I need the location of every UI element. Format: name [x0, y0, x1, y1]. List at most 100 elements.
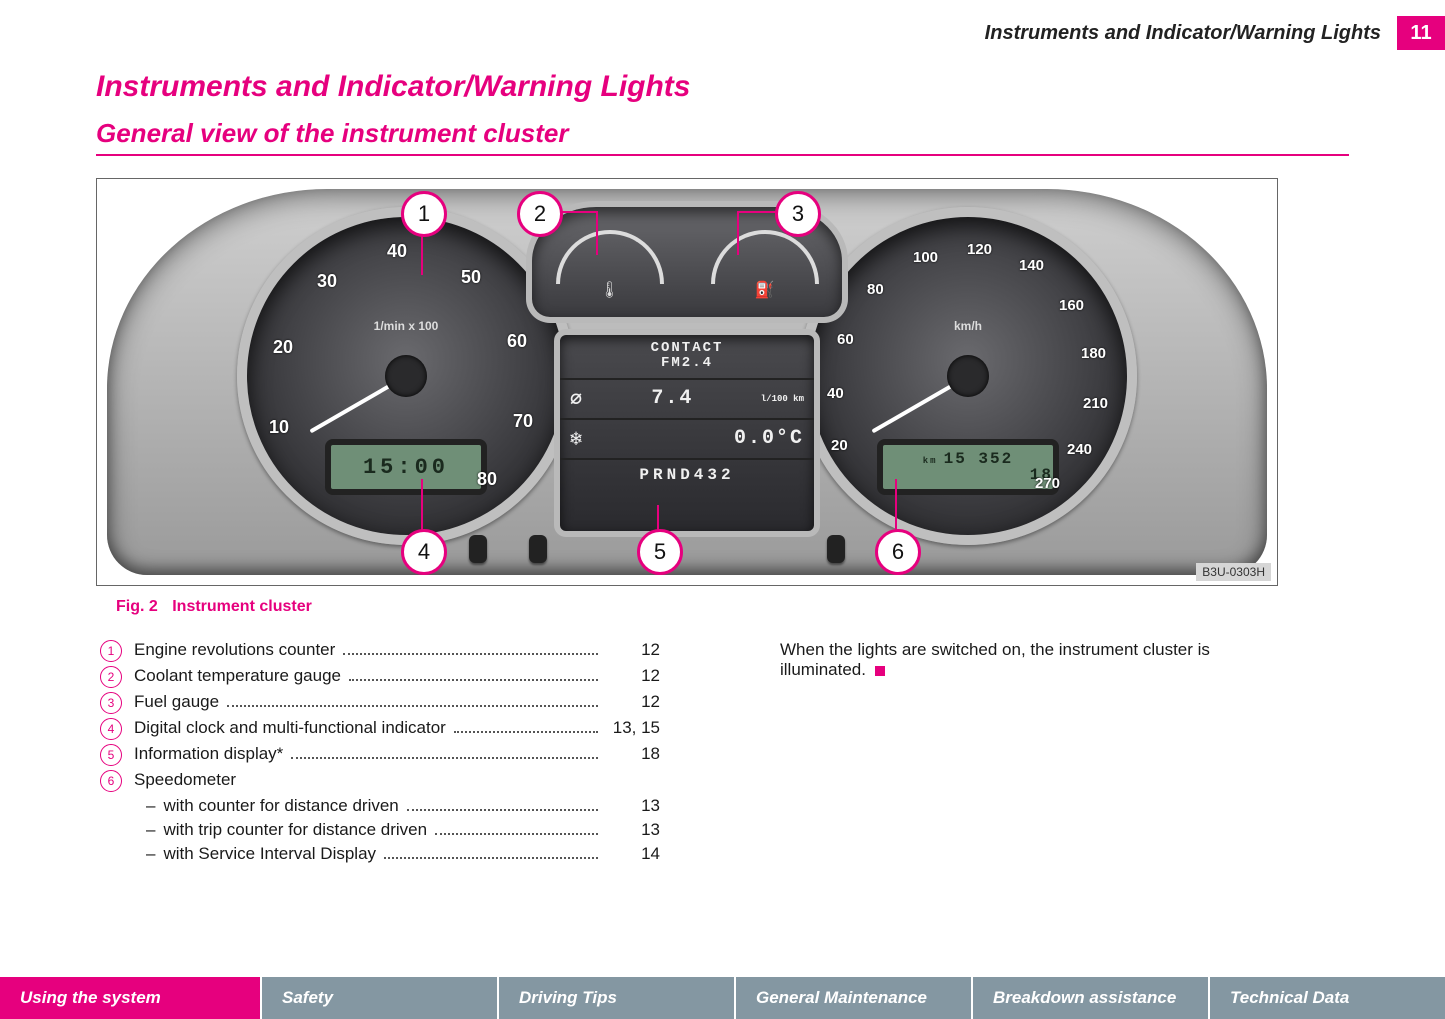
callout-line	[596, 211, 598, 255]
tach-tick: 10	[269, 417, 289, 438]
note-text: When the lights are switched on, the ins…	[780, 640, 1210, 679]
index-page: 13	[604, 796, 660, 816]
info-display: CONTACT FM2.4 ⌀ 7.4 l/100 km ❄ 0.0°C PRN…	[554, 329, 820, 537]
avg-icon: ⌀	[570, 386, 584, 412]
index-text: with Service Interval Display	[163, 844, 376, 864]
callout-5: 5	[637, 529, 683, 575]
tach-tick: 20	[273, 337, 293, 358]
info-radio: CONTACT FM2.4	[560, 335, 814, 380]
callout-line	[421, 231, 423, 275]
footer-tabs: Using the system Safety Driving Tips Gen…	[0, 977, 1445, 1019]
tach-tick: 80	[477, 469, 497, 490]
index-text: with counter for distance driven	[163, 796, 398, 816]
speedo-tick: 120	[967, 241, 992, 258]
index-item: 5 Information display* 18	[100, 744, 660, 766]
index-page: 13	[604, 820, 660, 840]
speedo-tick: 210	[1083, 395, 1108, 412]
tachometer-gauge: 1/min x 100 15:00 10 20 30 40 50 60 70 8…	[237, 207, 575, 545]
index-item: 6 Speedometer	[100, 770, 660, 792]
odometer-lcd: km 15 352 18	[877, 439, 1059, 495]
footer-tab[interactable]: Breakdown assistance	[971, 977, 1208, 1019]
info-temp: ❄ 0.0°C	[560, 420, 814, 460]
callout-1: 1	[401, 191, 447, 237]
info-line: CONTACT	[651, 341, 724, 356]
info-value: 7.4	[651, 387, 693, 410]
index-item: 3 Fuel gauge 12	[100, 692, 660, 714]
index-text: Fuel gauge	[134, 692, 219, 712]
reset-knob	[827, 535, 845, 563]
heading-divider	[96, 154, 1349, 156]
footer-tab[interactable]: Driving Tips	[497, 977, 734, 1019]
speedo-tick: 160	[1059, 297, 1084, 314]
index-page: 12	[604, 666, 660, 686]
index-subitem: – with Service Interval Display 14	[100, 844, 660, 864]
callout-3: 3	[775, 191, 821, 237]
speedo-unit: km/h	[954, 319, 982, 333]
thermometer-icon: 🌡	[599, 280, 619, 300]
index-marker: 1	[100, 640, 122, 662]
tach-hub	[385, 355, 427, 397]
page-header: Instruments and Indicator/Warning Lights…	[0, 16, 1445, 50]
tach-tick: 30	[317, 271, 337, 292]
fig-title: Instrument cluster	[172, 598, 312, 615]
callout-line	[737, 211, 739, 255]
footer-tab[interactable]: Technical Data	[1208, 977, 1445, 1019]
index-item: 2 Coolant temperature gauge 12	[100, 666, 660, 688]
fig-number: Fig. 2	[116, 598, 168, 615]
callout-2: 2	[517, 191, 563, 237]
index-page: 18	[604, 744, 660, 764]
section-heading: General view of the instrument cluster	[96, 118, 568, 149]
footer-tab-active[interactable]: Using the system	[0, 977, 260, 1019]
footer-tab[interactable]: Safety	[260, 977, 497, 1019]
speedo-tick: 20	[831, 437, 848, 454]
section-title: Instruments and Indicator/Warning Lights	[985, 22, 1397, 45]
index-item: 4 Digital clock and multi-functional ind…	[100, 718, 660, 740]
info-line: FM2.4	[661, 356, 713, 371]
gear-indicator: PRND432	[560, 460, 814, 490]
index-marker: 4	[100, 718, 122, 740]
page-number: 11	[1397, 16, 1445, 50]
info-value: 0.0°C	[734, 427, 804, 450]
figure-instrument-cluster: ◀ ▶ 1/min x 100 15:00 10 20 30 40 50 60 …	[96, 178, 1278, 586]
index-marker: 5	[100, 744, 122, 766]
index-marker: 6	[100, 770, 122, 792]
footer-tab[interactable]: General Maintenance	[734, 977, 971, 1019]
speedo-tick: 100	[913, 249, 938, 266]
info-unit: l/100 km	[761, 394, 804, 404]
index-text: Coolant temperature gauge	[134, 666, 341, 686]
index-text: with trip counter for distance driven	[163, 820, 427, 840]
tach-tick: 60	[507, 331, 527, 352]
tach-unit: 1/min x 100	[374, 319, 439, 333]
callout-line	[895, 479, 897, 535]
index-subitem: – with trip counter for distance driven …	[100, 820, 660, 840]
index-marker: 2	[100, 666, 122, 688]
speedo-tick: 80	[867, 281, 884, 298]
note-text-block: When the lights are switched on, the ins…	[780, 640, 1280, 680]
speedo-tick: 60	[837, 331, 854, 348]
index-text: Information display*	[134, 744, 283, 764]
image-code: B3U-0303H	[1196, 563, 1271, 581]
odo-unit: km	[923, 457, 938, 466]
info-consumption: ⌀ 7.4 l/100 km	[560, 380, 814, 420]
callout-6: 6	[875, 529, 921, 575]
index-marker: 3	[100, 692, 122, 714]
callout-4: 4	[401, 529, 447, 575]
chapter-heading: Instruments and Indicator/Warning Lights	[96, 70, 690, 104]
fuel-pump-icon: ⛽	[755, 280, 775, 300]
speedometer-gauge: km/h km 15 352 18 20 40 60 80 100 120 14…	[799, 207, 1137, 545]
speedo-tick: 40	[827, 385, 844, 402]
end-of-section-icon	[875, 666, 885, 676]
index-page: 12	[604, 692, 660, 712]
figure-caption: Fig. 2 Instrument cluster	[116, 598, 312, 616]
speedo-tick: 270	[1035, 475, 1060, 492]
index-item: 1 Engine revolutions counter 12	[100, 640, 660, 662]
reset-knob	[529, 535, 547, 563]
reset-knob	[469, 535, 487, 563]
index-text: Digital clock and multi-functional indic…	[134, 718, 446, 738]
clock-lcd: 15:00	[325, 439, 487, 495]
coolant-gauge: 🌡	[550, 222, 670, 302]
snowflake-icon: ❄	[570, 426, 584, 452]
index-text: Speedometer	[134, 770, 236, 790]
index-page: 13, 15	[604, 718, 660, 738]
index-page: 14	[604, 844, 660, 864]
